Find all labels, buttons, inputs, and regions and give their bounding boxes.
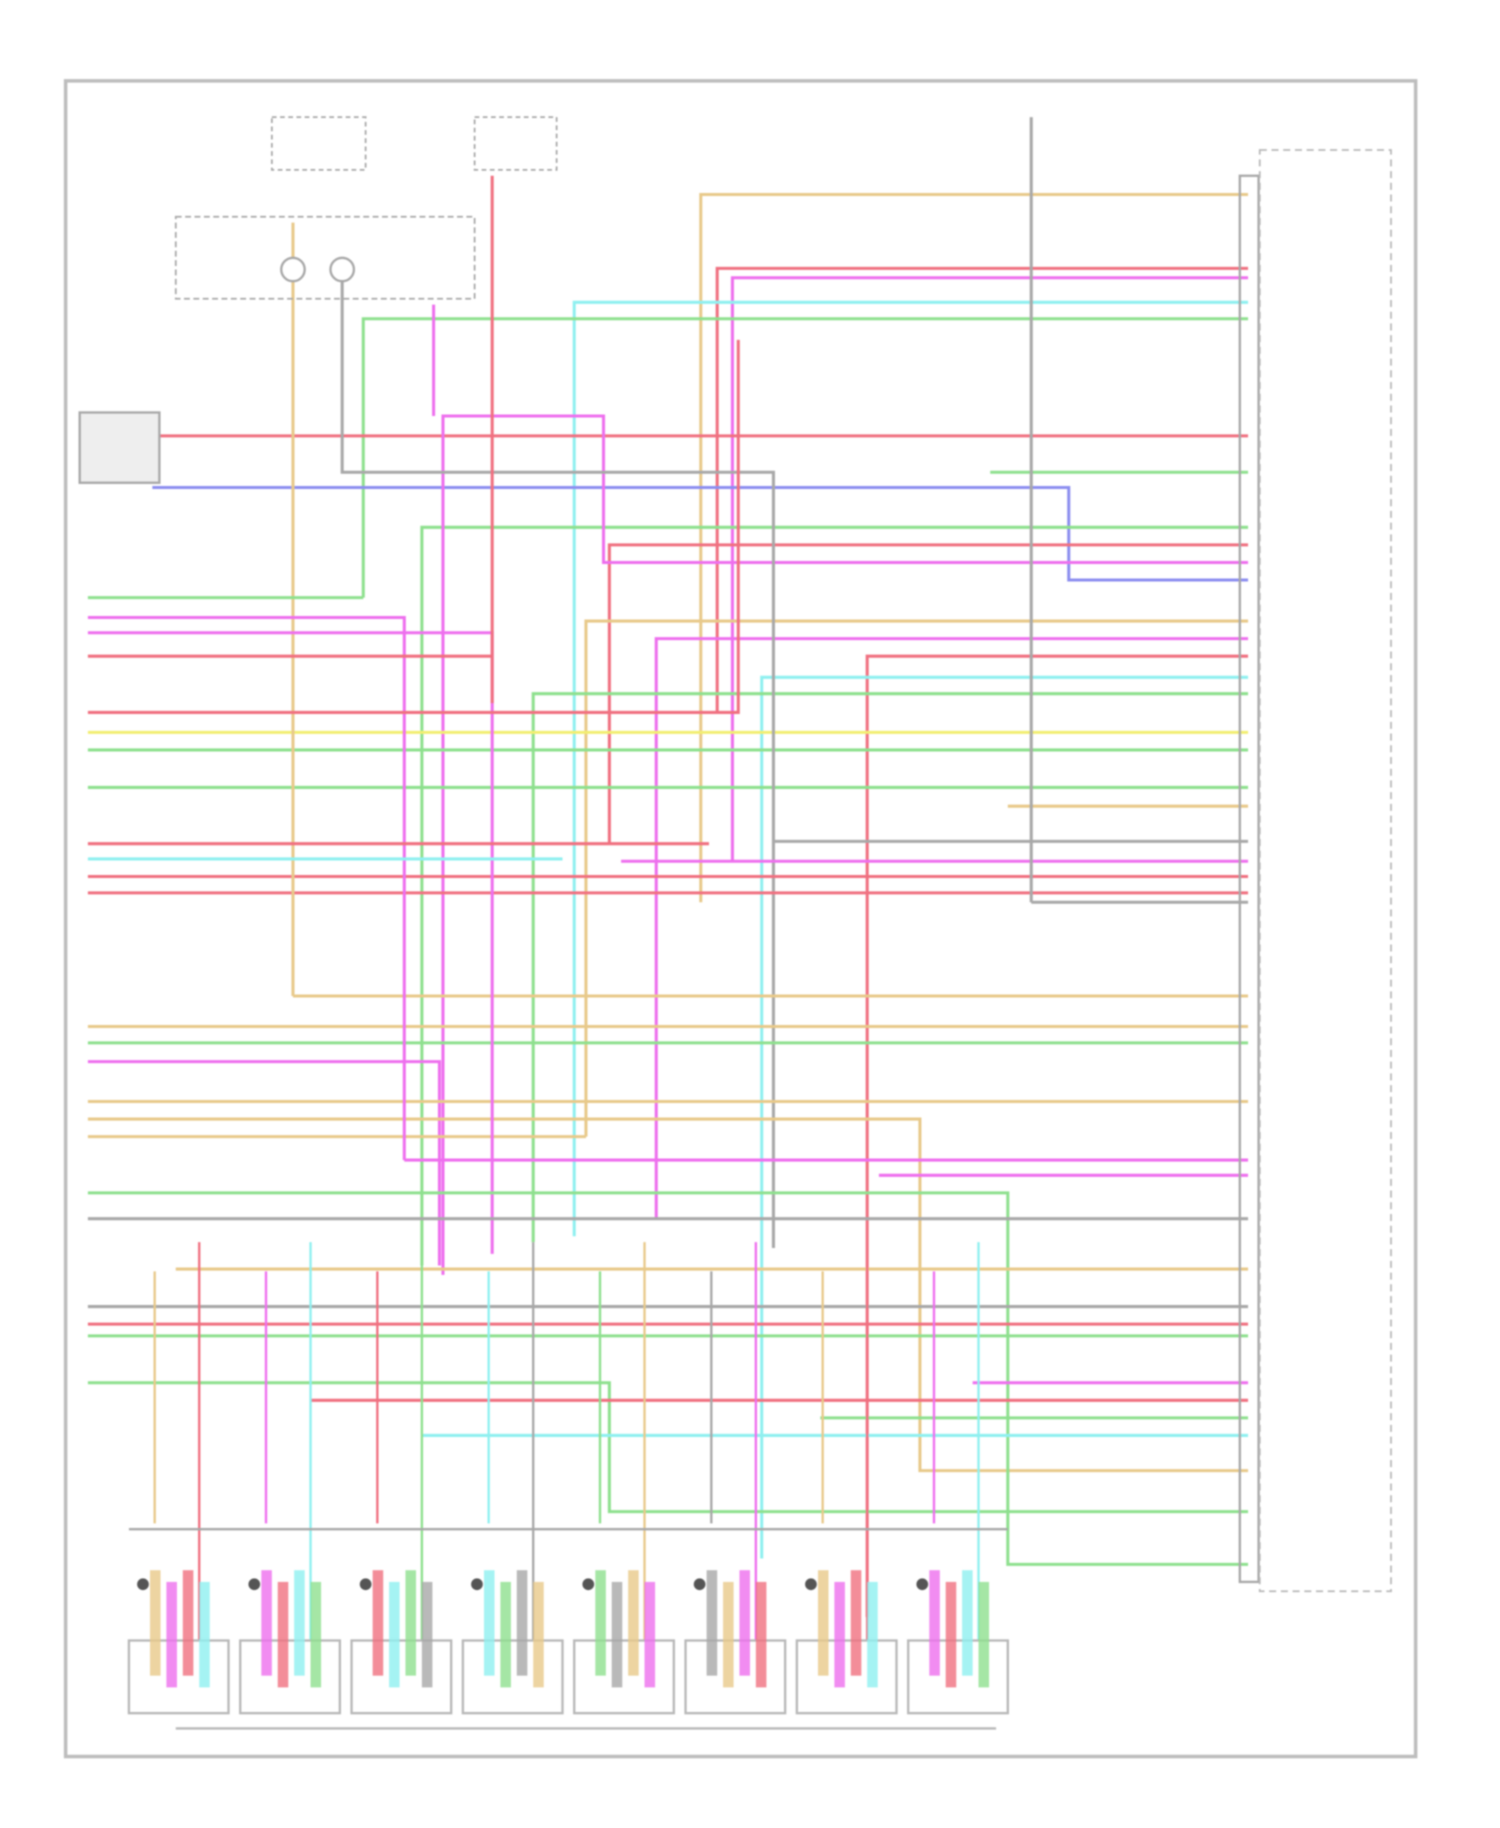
wire-pink bbox=[87, 1060, 441, 1266]
injector-pin bbox=[166, 1581, 177, 1688]
injector-pin bbox=[644, 1581, 656, 1688]
junction-box bbox=[174, 215, 476, 300]
injector-pin bbox=[483, 1570, 495, 1676]
injector-pin bbox=[294, 1570, 305, 1676]
injector-connector bbox=[127, 1639, 230, 1715]
pcm-outline bbox=[1258, 149, 1392, 1593]
injector-connector bbox=[684, 1639, 787, 1715]
wire-tan bbox=[584, 619, 1249, 1137]
splice-icon bbox=[359, 1578, 372, 1591]
injector-pin bbox=[516, 1570, 528, 1676]
splice-icon bbox=[137, 1578, 149, 1591]
wire-green bbox=[361, 317, 1249, 598]
injector-pin bbox=[706, 1570, 718, 1676]
splice-icon bbox=[693, 1578, 706, 1591]
wire-red bbox=[715, 266, 1249, 713]
wire-cyan bbox=[572, 300, 1249, 1237]
injector-pin bbox=[199, 1581, 210, 1688]
injector-pin bbox=[929, 1570, 940, 1676]
wire-pink bbox=[654, 637, 1249, 1219]
injector-pin bbox=[945, 1581, 957, 1688]
injector-pin bbox=[421, 1581, 433, 1688]
relay-box bbox=[270, 116, 367, 171]
wire-pink bbox=[441, 414, 1249, 1275]
wire-green bbox=[87, 1191, 1249, 1566]
wire-red bbox=[865, 654, 1249, 1618]
injector-pin bbox=[628, 1570, 639, 1676]
wire-tan bbox=[699, 192, 1249, 903]
wire-green bbox=[531, 692, 1249, 1243]
injector-pin bbox=[310, 1581, 322, 1688]
fuse-icon bbox=[329, 256, 356, 283]
injector-pin bbox=[277, 1581, 289, 1688]
injector-pin bbox=[962, 1570, 973, 1676]
wire-red bbox=[87, 339, 740, 714]
injector-pin bbox=[739, 1570, 750, 1676]
wire-pink bbox=[87, 616, 406, 1161]
splice-icon bbox=[248, 1578, 261, 1591]
splice-icon bbox=[916, 1578, 929, 1591]
injector-connector bbox=[573, 1639, 675, 1715]
injector-pin bbox=[817, 1570, 829, 1676]
wire-pink bbox=[730, 276, 1249, 862]
injector-connector bbox=[907, 1639, 1009, 1715]
pcm-connector bbox=[1238, 174, 1260, 1584]
injector-connector bbox=[350, 1639, 453, 1715]
splice-icon bbox=[582, 1578, 595, 1591]
wire-green bbox=[87, 1381, 1249, 1514]
injector-connector bbox=[461, 1639, 564, 1715]
injector-pin bbox=[755, 1581, 767, 1688]
injector-pin bbox=[182, 1570, 194, 1676]
injector-pin bbox=[850, 1570, 862, 1676]
injector-pin bbox=[372, 1570, 384, 1676]
wire-cyan bbox=[760, 675, 1249, 1559]
sensor-connector bbox=[78, 411, 161, 484]
fuse-icon bbox=[280, 256, 306, 283]
injector-pin bbox=[389, 1581, 400, 1688]
diagram-frame bbox=[63, 79, 1418, 1759]
injector-pin bbox=[867, 1581, 878, 1688]
injector-pin bbox=[533, 1581, 544, 1688]
splice-icon bbox=[471, 1578, 483, 1591]
wire-blue bbox=[152, 485, 1249, 582]
splice-icon bbox=[805, 1578, 817, 1591]
wire-tan bbox=[87, 1117, 1249, 1473]
injector-pin bbox=[723, 1581, 734, 1688]
wires bbox=[87, 117, 1249, 1730]
injector-pin bbox=[261, 1570, 272, 1676]
wire-gray bbox=[340, 257, 775, 1248]
injector-pin bbox=[978, 1581, 990, 1688]
injector-pin bbox=[405, 1570, 417, 1676]
wire-red bbox=[607, 543, 1249, 844]
wire-green bbox=[420, 525, 1249, 1266]
injector-pin bbox=[595, 1570, 606, 1676]
injector-pin bbox=[500, 1581, 511, 1688]
injector-pin bbox=[150, 1570, 161, 1676]
injector-connector bbox=[239, 1639, 342, 1715]
injector-pin bbox=[834, 1581, 845, 1688]
injector-connector bbox=[795, 1639, 898, 1715]
injector-pin bbox=[611, 1581, 623, 1688]
switch-box bbox=[473, 116, 558, 171]
components bbox=[78, 116, 1392, 1715]
